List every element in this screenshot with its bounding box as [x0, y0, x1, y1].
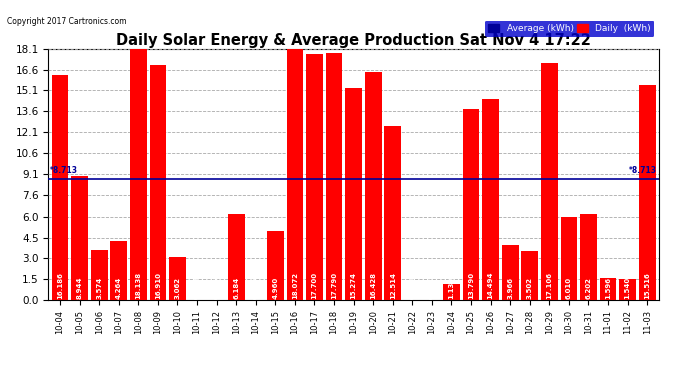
- Text: 0.022: 0.022: [429, 277, 435, 299]
- Bar: [639, 85, 656, 300]
- Text: 1.136: 1.136: [448, 277, 455, 299]
- Bar: [443, 284, 460, 300]
- Bar: [580, 214, 597, 300]
- Bar: [384, 126, 401, 300]
- Text: 14.494: 14.494: [488, 272, 493, 299]
- Text: 0.014: 0.014: [214, 276, 219, 299]
- Text: 8.944: 8.944: [77, 276, 83, 299]
- Title: Daily Solar Energy & Average Production Sat Nov 4 17:22: Daily Solar Energy & Average Production …: [116, 33, 591, 48]
- Text: 1.596: 1.596: [605, 277, 611, 299]
- Text: 4.264: 4.264: [116, 277, 121, 299]
- Text: *8.713: *8.713: [50, 166, 78, 175]
- Bar: [228, 214, 244, 300]
- Text: 0.036: 0.036: [409, 277, 415, 299]
- Text: *8.713: *8.713: [629, 166, 657, 175]
- Bar: [150, 65, 166, 300]
- Bar: [463, 109, 480, 300]
- Bar: [52, 75, 68, 300]
- Bar: [560, 217, 578, 300]
- Bar: [522, 251, 538, 300]
- Text: Copyright 2017 Cartronics.com: Copyright 2017 Cartronics.com: [7, 17, 126, 26]
- Text: 13.790: 13.790: [468, 272, 474, 299]
- Text: 12.514: 12.514: [390, 272, 396, 299]
- Text: 18.072: 18.072: [292, 272, 298, 299]
- Bar: [482, 99, 499, 300]
- Bar: [365, 72, 382, 300]
- Text: 3.502: 3.502: [526, 277, 533, 299]
- Text: 15.516: 15.516: [644, 272, 650, 299]
- Bar: [326, 53, 342, 300]
- Bar: [345, 88, 362, 300]
- Bar: [600, 278, 616, 300]
- Text: 17.106: 17.106: [546, 272, 553, 299]
- Legend: Average (kWh), Daily  (kWh): Average (kWh), Daily (kWh): [485, 21, 654, 37]
- Text: 16.910: 16.910: [155, 272, 161, 299]
- Bar: [130, 48, 147, 300]
- Text: 4.960: 4.960: [273, 277, 278, 299]
- Text: 18.138: 18.138: [135, 272, 141, 299]
- Bar: [91, 251, 108, 300]
- Text: 1.540: 1.540: [624, 277, 631, 299]
- Bar: [286, 49, 303, 300]
- Bar: [267, 231, 284, 300]
- Text: 16.428: 16.428: [371, 272, 376, 299]
- Bar: [306, 54, 323, 300]
- Text: 15.274: 15.274: [351, 272, 357, 299]
- Bar: [502, 245, 518, 300]
- Text: 3.966: 3.966: [507, 277, 513, 299]
- Text: 0.000: 0.000: [253, 277, 259, 299]
- Text: 6.010: 6.010: [566, 277, 572, 299]
- Text: 6.202: 6.202: [586, 277, 591, 299]
- Text: 3.574: 3.574: [96, 277, 102, 299]
- Text: 3.062: 3.062: [175, 277, 181, 299]
- Text: 6.184: 6.184: [233, 277, 239, 299]
- Bar: [620, 279, 636, 300]
- Bar: [110, 241, 127, 300]
- Text: 17.700: 17.700: [311, 272, 317, 299]
- Bar: [71, 176, 88, 300]
- Bar: [541, 63, 558, 300]
- Text: 17.790: 17.790: [331, 272, 337, 299]
- Bar: [169, 258, 186, 300]
- Text: 0.000: 0.000: [194, 277, 200, 299]
- Text: 16.186: 16.186: [57, 272, 63, 299]
